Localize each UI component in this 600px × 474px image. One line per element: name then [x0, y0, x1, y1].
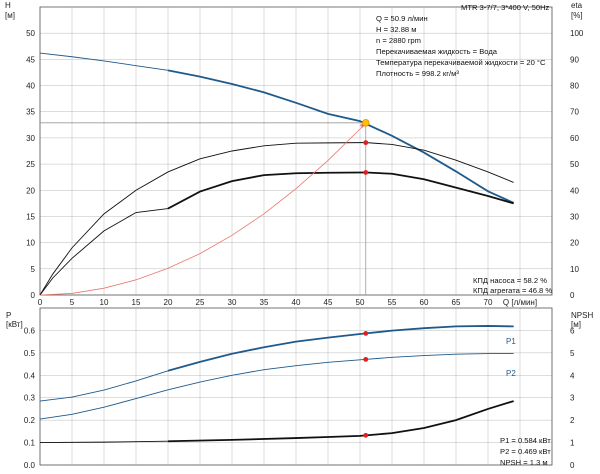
y2-tick-label: 5	[570, 349, 575, 358]
y2-tick-label: 50	[570, 160, 579, 169]
y2-tick-label: 40	[570, 186, 579, 195]
duty-point	[362, 119, 370, 127]
x-tick-label: 40	[292, 298, 301, 307]
x-tick-label: 0	[38, 298, 43, 307]
y2-tick-label: 4	[570, 371, 575, 380]
y-tick-label: 10	[26, 239, 35, 248]
y2-tick-label: 80	[570, 82, 579, 91]
curve-P2	[39, 353, 514, 420]
y-tick-label: 35	[26, 108, 35, 117]
h-axis-var: H	[5, 1, 11, 10]
eta-axis-var: eta	[571, 1, 583, 10]
info-npsh: NPSH = 1.3 м	[500, 458, 548, 467]
panel-border	[39, 6, 553, 296]
info-flow: Q = 50.9 л/мин	[376, 14, 428, 23]
x-tick-label: 5	[70, 298, 75, 307]
duty-info: Q = 50.9 л/мин H = 32.88 м n = 2880 rpm …	[376, 14, 546, 78]
x-tick-label: 20	[164, 298, 173, 307]
grid	[39, 7, 553, 466]
y2-tick-label: 20	[570, 239, 579, 248]
y-tick-label: 20	[26, 186, 35, 195]
info-liquid: Перекачиваемая жидкость = Вода	[376, 47, 498, 56]
y-tick-label: 50	[26, 29, 35, 38]
y2-tick-label: 0	[570, 291, 575, 300]
x-tick-label: 65	[452, 298, 461, 307]
y-tick-label: 0.1	[24, 439, 36, 448]
curve-total_efficiency-working	[167, 171, 514, 210]
marker-total_efficiency	[363, 170, 369, 175]
legend-p2: P2	[506, 369, 516, 378]
x-tick-label: 25	[196, 298, 205, 307]
y2-tick-label: 2	[570, 416, 575, 425]
x-tick-label: 50	[356, 298, 365, 307]
curve-P1	[39, 325, 514, 402]
x-tick-label: 10	[100, 298, 109, 307]
y-tick-label: 0.0	[24, 461, 36, 470]
info-pump-efficiency: КПД насоса = 58.2 %	[473, 276, 547, 285]
y-tick-label: 25	[26, 160, 35, 169]
y2-tick-label: 3	[570, 394, 575, 403]
eta-axis-unit: [%]	[571, 11, 583, 20]
markers	[40, 119, 370, 438]
y-tick-label: 30	[26, 134, 35, 143]
info-speed: n = 2880 rpm	[376, 36, 421, 45]
x-tick-label: 45	[324, 298, 333, 307]
x-tick-label: 30	[228, 298, 237, 307]
marker-pump_efficiency	[363, 140, 369, 146]
x-tick-label: 35	[260, 298, 269, 307]
x-tick-label: 70	[484, 298, 493, 307]
marker-P1	[363, 331, 369, 336]
info-head: H = 32.88 м	[376, 25, 416, 34]
x-tick-label: 60	[420, 298, 429, 307]
x-tick-label: Q [л/мин]	[503, 298, 537, 307]
x-tick-label: 15	[132, 298, 141, 307]
curve-NPSH-working	[167, 400, 514, 443]
info-total-efficiency: КПД агрегата = 46.8 %	[473, 286, 552, 295]
y2-tick-label: 1	[570, 439, 575, 448]
legend-p1: P1	[506, 337, 516, 346]
y-tick-label: 0.4	[24, 371, 36, 380]
marker-P2	[363, 356, 369, 362]
curve-NPSH	[39, 400, 514, 444]
y2-tick-label: 6	[570, 326, 575, 335]
y2-tick-label: 100	[570, 29, 584, 38]
y-tick-label: 5	[31, 265, 36, 274]
panel-border	[39, 307, 553, 466]
p-axis-unit: [кВт]	[6, 320, 23, 329]
npsh-axis-unit: [м]	[571, 320, 581, 329]
curves	[39, 52, 514, 444]
p-axis-var: P	[6, 311, 11, 320]
curve-system_curve	[39, 122, 367, 296]
h-axis-unit: [м]	[5, 11, 15, 20]
tick-labels: 0510152025303540455001020304050607080901…	[24, 29, 584, 470]
curve-head-working	[167, 69, 514, 204]
curve-pump_efficiency	[39, 142, 514, 296]
y2-tick-label: 60	[570, 134, 579, 143]
info-density: Плотность = 998.2 кг/м³	[376, 69, 459, 78]
plot-frame	[39, 6, 553, 466]
marker-NPSH	[363, 432, 369, 438]
y2-tick-label: 70	[570, 108, 579, 117]
y2-tick-label: 30	[570, 212, 579, 221]
curve-total_efficiency	[39, 172, 514, 296]
y2-tick-label: 10	[570, 265, 579, 274]
info-p2: P2 = 0.469 кВт	[500, 447, 551, 456]
y-tick-label: 0.6	[24, 326, 36, 335]
y-tick-label: 15	[26, 212, 35, 221]
x-tick-label: 55	[388, 298, 397, 307]
info-temperature: Температура перекачиваемой жидкости = 20…	[376, 58, 546, 67]
y-tick-label: 0.2	[24, 416, 36, 425]
model-label: MTR 3-7/7, 3*400 V, 50Hz	[461, 3, 550, 12]
y-tick-label: 45	[26, 55, 35, 64]
y-tick-label: 40	[26, 82, 35, 91]
y-tick-label: 0.5	[24, 349, 36, 358]
y-tick-label: 0	[31, 291, 36, 300]
y2-tick-label: 90	[570, 55, 579, 64]
y-tick-label: 0.3	[24, 394, 36, 403]
curve-P1-working	[167, 325, 514, 372]
info-p1: P1 = 0.584 кВт	[500, 436, 551, 445]
y2-tick-label: 0	[570, 461, 575, 470]
npsh-axis-var: NPSH	[571, 311, 593, 320]
